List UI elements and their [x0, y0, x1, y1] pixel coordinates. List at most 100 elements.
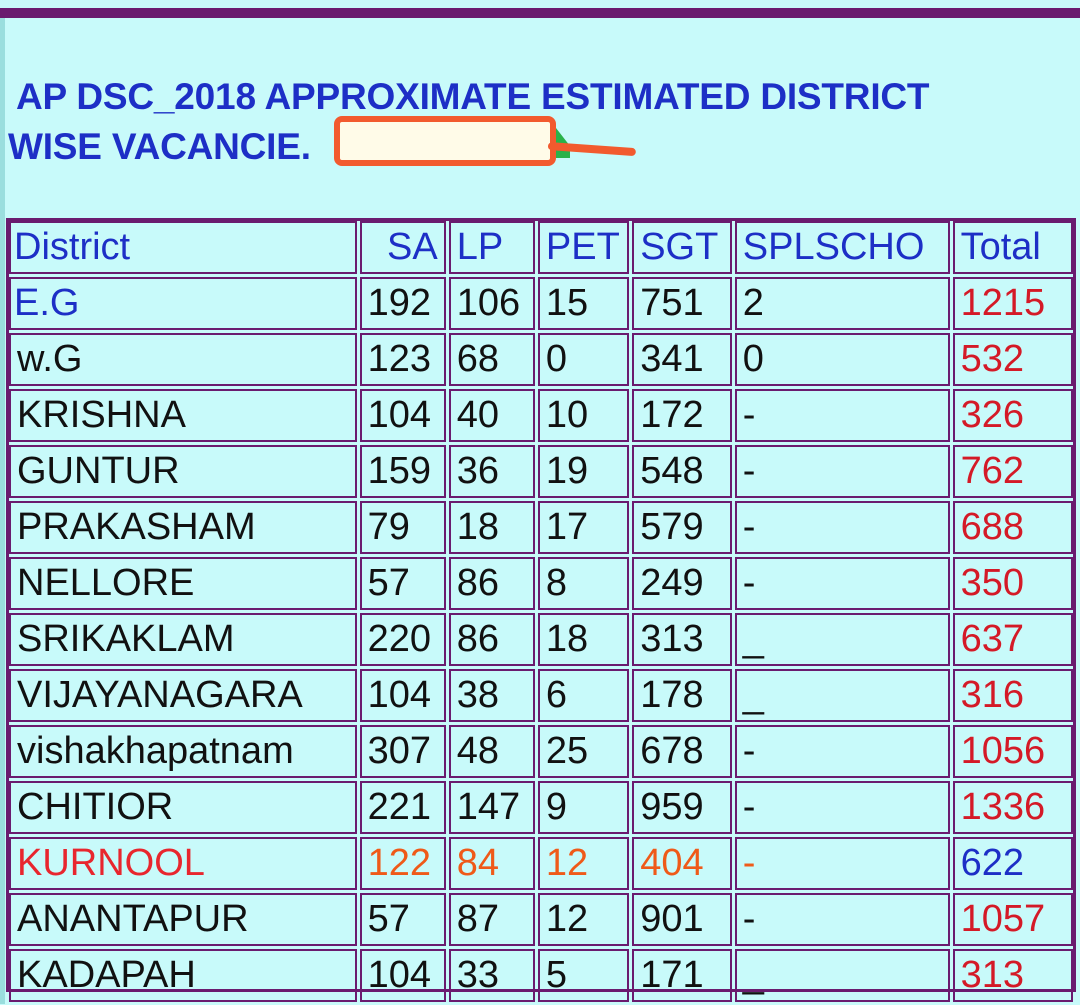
cell-sgt: 751 — [632, 277, 732, 330]
cell-total: 637 — [952, 613, 1073, 666]
cell-sa: 104 — [359, 949, 446, 1002]
cell-district: NELLORE — [9, 557, 357, 610]
cell-splscho: _ — [734, 669, 950, 722]
cell-sa: 104 — [359, 669, 446, 722]
cell-lp: 36 — [448, 445, 535, 498]
cell-pet: 12 — [537, 837, 630, 890]
cell-lp: 38 — [448, 669, 535, 722]
cell-total: 1056 — [952, 725, 1073, 778]
cell-total: 762 — [952, 445, 1073, 498]
cell-sa: 104 — [359, 389, 446, 442]
cell-total: 350 — [952, 557, 1073, 610]
cell-total: 313 — [952, 949, 1073, 1002]
cell-sgt: 172 — [632, 389, 732, 442]
table-body: E.G 192 106 15 751 2 1215 w.G 123 68 0 341 0 532 KRI… — [9, 277, 1073, 1002]
header-row: District SA LP PET SGT SPLSCHO Total — [9, 221, 1073, 274]
left-edge — [0, 18, 5, 1004]
cell-lp: 84 — [448, 837, 535, 890]
cell-splscho: - — [734, 557, 950, 610]
cell-sa: 123 — [359, 333, 446, 386]
vacancy-table-frame: District SA LP PET SGT SPLSCHO Total E.G… — [6, 218, 1076, 1002]
header-lp: LP — [448, 221, 535, 274]
table-row: ANANTAPUR 57 87 12 901-1057 — [9, 893, 1073, 946]
table-row: SRIKAKLAM 220 86 18 313 _ 637 — [9, 613, 1073, 666]
cell-district: SRIKAKLAM — [9, 613, 357, 666]
cell-sa: 221 — [359, 781, 446, 834]
table-row: GUNTUR 159 36 19 548-762 — [9, 445, 1073, 498]
cell-sgt: 678 — [632, 725, 732, 778]
cell-district: GUNTUR — [9, 445, 357, 498]
cell-sa: 220 — [359, 613, 446, 666]
header-total: Total — [952, 221, 1073, 274]
table-row: KURNOOL 122 84 12 404-622 — [9, 837, 1073, 890]
table-row: KRISHNA 104 40 10 172-326 — [9, 389, 1073, 442]
cell-district: E.G — [9, 277, 357, 330]
cell-lp: 18 — [448, 501, 535, 554]
heading-line-1: AP DSC_2018 APPROXIMATE ESTIMATED DISTRI… — [16, 76, 930, 117]
cell-district: KRISHNA — [9, 389, 357, 442]
header-sgt: SGT — [632, 221, 732, 274]
cell-splscho: - — [734, 445, 950, 498]
header-district: District — [9, 221, 357, 274]
cell-total: 532 — [952, 333, 1073, 386]
cell-sgt: 249 — [632, 557, 732, 610]
cell-sgt: 959 — [632, 781, 732, 834]
cell-lp: 147 — [448, 781, 535, 834]
cell-district: w.G — [9, 333, 357, 386]
cell-total: 688 — [952, 501, 1073, 554]
cell-total: 622 — [952, 837, 1073, 890]
cell-district: KADAPAH — [9, 949, 357, 1002]
cell-district: ANANTAPUR — [9, 893, 357, 946]
table-row: w.G 123 68 0 341 0 532 — [9, 333, 1073, 386]
cell-sgt: 313 — [632, 613, 732, 666]
cell-pet: 18 — [537, 613, 630, 666]
cell-lp: 33 — [448, 949, 535, 1002]
cell-splscho: _ — [734, 949, 950, 1002]
cell-pet: 6 — [537, 669, 630, 722]
header-pet: PET — [537, 221, 630, 274]
cell-lp: 48 — [448, 725, 535, 778]
cell-splscho: - — [734, 389, 950, 442]
header-sa: SA — [359, 221, 446, 274]
table-row: CHITIOR 221 147 9 959-1336 — [9, 781, 1073, 834]
cell-pet: 17 — [537, 501, 630, 554]
table-row: vishakhapatnam 307 48 25 678-1056 — [9, 725, 1073, 778]
cell-lp: 86 — [448, 613, 535, 666]
cell-sgt: 404 — [632, 837, 732, 890]
cell-splscho: - — [734, 725, 950, 778]
cell-district: vishakhapatnam — [9, 725, 357, 778]
cell-sa: 122 — [359, 837, 446, 890]
table-row: PRAKASHAM 79 18 17 579-688 — [9, 501, 1073, 554]
cell-pet: 0 — [537, 333, 630, 386]
table-row: NELLORE 57 86 8 249-350 — [9, 557, 1073, 610]
cell-sgt: 901 — [632, 893, 732, 946]
table-row: E.G 192 106 15 751 2 1215 — [9, 277, 1073, 330]
page-heading: AP DSC_2018 APPROXIMATE ESTIMATED DISTRI… — [8, 72, 1048, 172]
cell-sgt: 178 — [632, 669, 732, 722]
cell-sa: 79 — [359, 501, 446, 554]
cell-district: KURNOOL — [9, 837, 357, 890]
cell-pet: 8 — [537, 557, 630, 610]
vacancy-table: District SA LP PET SGT SPLSCHO Total E.G… — [6, 218, 1076, 1005]
table-row: KADAPAH 104 33 5 171 _ 313 — [9, 949, 1073, 1002]
cell-pet: 5 — [537, 949, 630, 1002]
cell-lp: 87 — [448, 893, 535, 946]
redaction-box — [334, 116, 556, 166]
cell-sgt: 548 — [632, 445, 732, 498]
cell-pet: 25 — [537, 725, 630, 778]
cell-sa: 57 — [359, 893, 446, 946]
cell-sgt: 171 — [632, 949, 732, 1002]
cell-total: 1336 — [952, 781, 1073, 834]
table-row: VIJAYANAGARA 104 38 6 178 _ 316 — [9, 669, 1073, 722]
cell-sgt: 579 — [632, 501, 732, 554]
cell-lp: 40 — [448, 389, 535, 442]
cell-district: VIJAYANAGARA — [9, 669, 357, 722]
cell-pet: 15 — [537, 277, 630, 330]
cell-lp: 106 — [448, 277, 535, 330]
cell-sa: 159 — [359, 445, 446, 498]
cell-sa: 57 — [359, 557, 446, 610]
cell-total: 326 — [952, 389, 1073, 442]
cell-pet: 12 — [537, 893, 630, 946]
heading-line-2: WISE VACANCIE. — [8, 126, 311, 167]
cell-splscho: - — [734, 837, 950, 890]
